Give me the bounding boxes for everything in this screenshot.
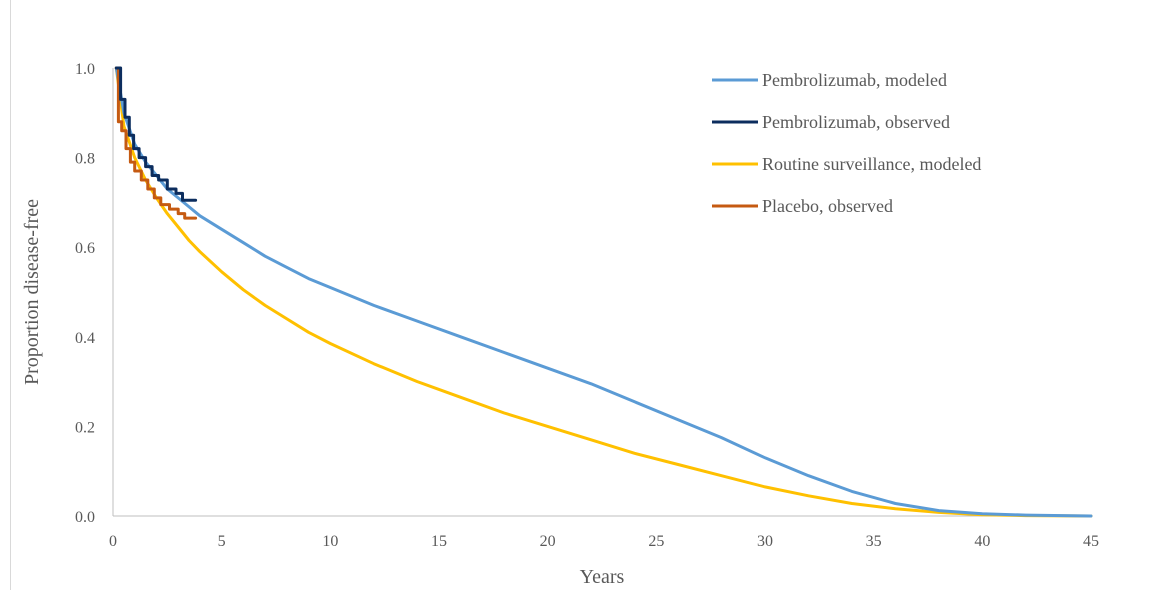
series-line-pembrolizumab-observed — [114, 66, 198, 202]
axes — [112, 68, 1091, 517]
x-tick-label: 20 — [540, 533, 556, 550]
x-tick-label: 10 — [322, 533, 338, 550]
legend-label-placebo-observed: Placebo, observed — [762, 196, 893, 216]
frame-left-border — [10, 0, 11, 590]
y-tick-label: 0.0 — [75, 509, 95, 526]
y-axis-title: Proportion disease-free — [21, 199, 43, 385]
y-tick-label: 0.4 — [75, 330, 95, 347]
legend-label-routine-surveillance-modeled: Routine surveillance, modeled — [762, 154, 981, 174]
x-tick-label: 5 — [218, 533, 226, 550]
series-line-routine-surveillance-modeled — [114, 66, 1093, 518]
x-tick-label: 15 — [431, 533, 447, 550]
y-tick-label: 0.8 — [75, 151, 95, 168]
series-lines — [114, 66, 1093, 518]
legend-label-pembrolizumab-modeled: Pembrolizumab, modeled — [762, 70, 947, 90]
x-tick-label: 25 — [648, 533, 664, 550]
y-tick-labels: 0.0 0.2 0.4 0.6 0.8 1.0 — [75, 61, 95, 526]
x-tick-label: 35 — [866, 533, 882, 550]
legend-label-pembrolizumab-observed: Pembrolizumab, observed — [762, 112, 950, 132]
series-line-placebo-observed — [114, 66, 198, 220]
y-tick-label: 0.2 — [75, 419, 95, 436]
x-axis-title: Years — [580, 566, 625, 588]
y-tick-label: 0.6 — [75, 240, 95, 257]
x-tick-label: 45 — [1083, 533, 1099, 550]
x-tick-labels: 0 5 10 15 20 25 30 35 40 45 — [109, 533, 1099, 550]
x-tick-label: 0 — [109, 533, 117, 550]
x-tick-label: 40 — [974, 533, 990, 550]
series-line-pembrolizumab-modeled — [114, 66, 1093, 518]
y-tick-label: 1.0 — [75, 61, 95, 78]
legend: Pembrolizumab, modeled Pembrolizumab, obs… — [712, 70, 981, 216]
x-tick-label: 30 — [757, 533, 773, 550]
